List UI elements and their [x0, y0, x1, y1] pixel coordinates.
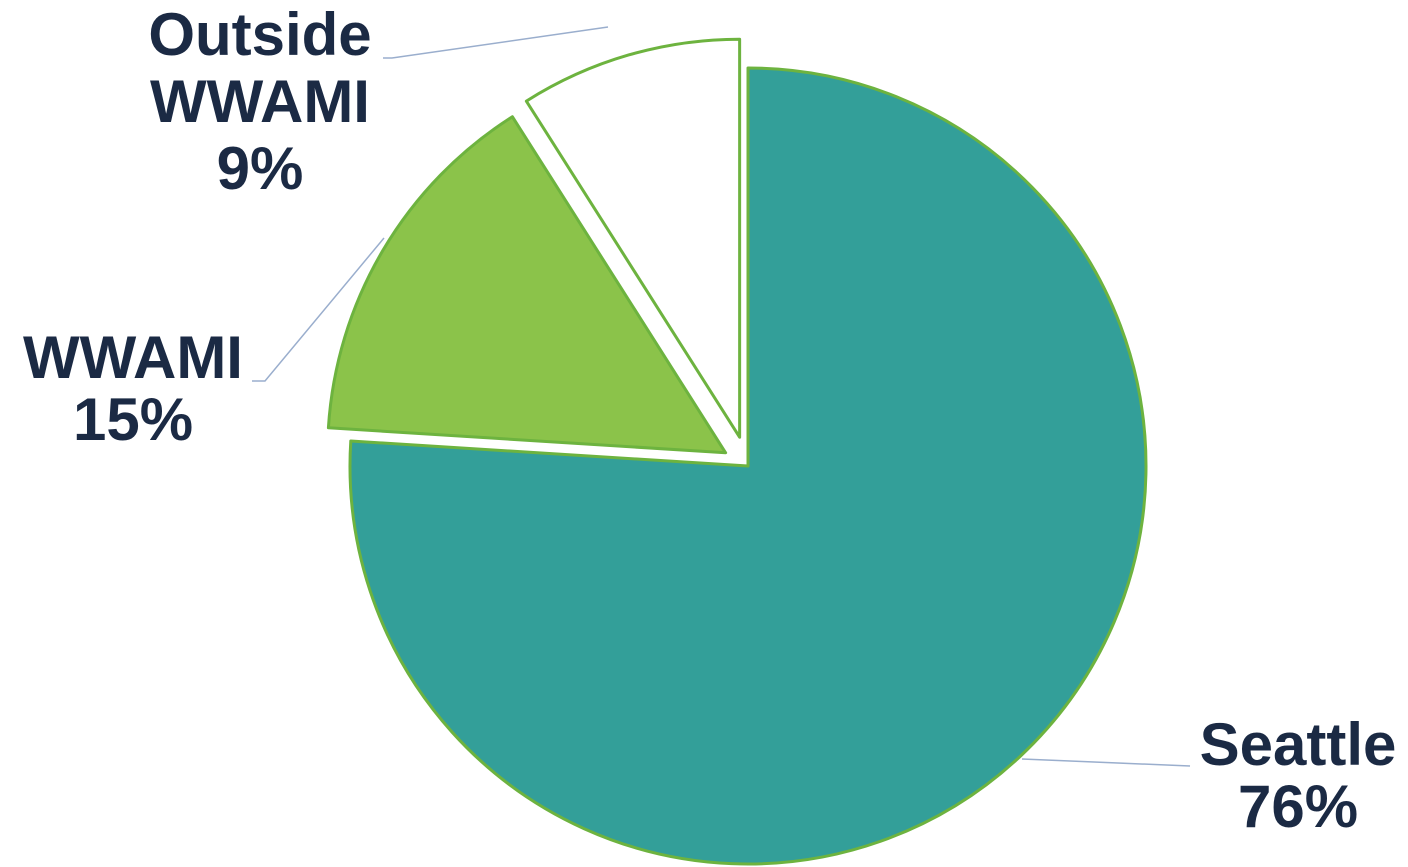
slice-name-outside: Outside — [148, 1, 371, 68]
slice-name-wwami: WWAMI — [23, 324, 243, 391]
slice-label-wwami: WWAMI 15% — [23, 324, 243, 453]
slice-percent-outside: 9% — [217, 135, 304, 202]
pie-slices — [326, 37, 1148, 866]
pie-slice-outside — [524, 37, 742, 439]
slice-name-seattle: Seattle — [1200, 711, 1397, 778]
slice-percent-wwami: 15% — [73, 386, 193, 453]
slice-labels: Seattle 76%WWAMI 15%Outside WWAMI 9% — [23, 1, 1396, 840]
pie-slice-wwami — [326, 115, 728, 455]
slice-label-seattle: Seattle 76% — [1200, 711, 1397, 840]
leader-line-seattle — [1021, 758, 1191, 767]
slice-percent-seattle: 76% — [1238, 773, 1358, 840]
slice-name-outside: WWAMI — [150, 68, 370, 135]
slice-label-outside: Outside WWAMI 9% — [148, 1, 371, 202]
leader-line-outside — [383, 26, 609, 59]
pie-slice-seattle — [348, 66, 1148, 866]
leader-lines — [252, 26, 1191, 767]
leader-line-wwami — [252, 237, 385, 382]
